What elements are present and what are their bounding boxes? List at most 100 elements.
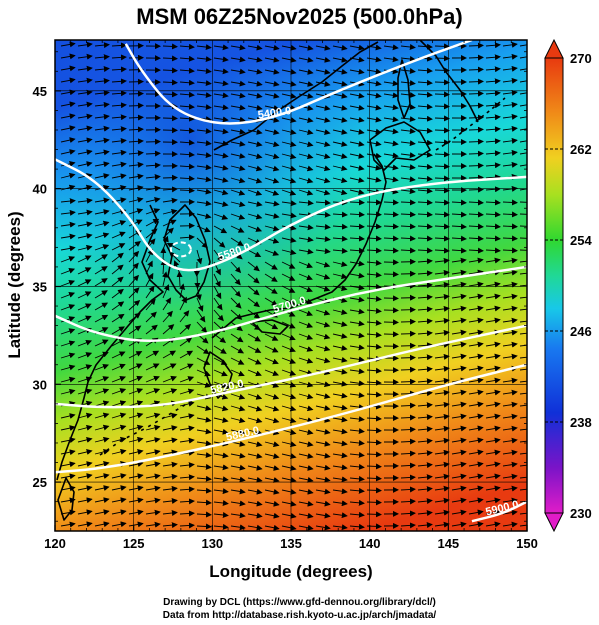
wind-arrow: [485, 377, 501, 384]
wind-arrow: [366, 391, 382, 398]
wind-arrow: [145, 298, 156, 311]
wind-arrow: [128, 114, 144, 121]
wind-arrow: [502, 101, 518, 108]
wind-arrow: [281, 80, 297, 87]
wind-arrow: [366, 283, 382, 290]
wind-arrow: [400, 211, 416, 218]
wind-arrow: [349, 284, 365, 291]
wind-arrow: [195, 285, 202, 301]
wind-arrow: [298, 199, 314, 206]
wind-arrow: [179, 175, 195, 182]
wind-arrow: [196, 405, 212, 411]
wind-arrow: [400, 104, 416, 111]
wind-arrow: [400, 247, 416, 254]
wind-arrow: [230, 213, 246, 220]
wind-arrow: [111, 521, 127, 528]
wind-arrow: [94, 209, 110, 216]
wind-arrow: [145, 197, 161, 203]
wind-arrow: [400, 223, 416, 230]
wind-arrow: [94, 485, 110, 492]
wind-arrow: [77, 184, 93, 191]
wind-arrow: [145, 363, 160, 371]
wind-arrow: [366, 104, 382, 111]
wind-arrow: [213, 369, 228, 377]
wind-arrow: [298, 309, 313, 317]
wind-arrow: [145, 350, 160, 359]
wind-arrow: [77, 364, 93, 371]
wind-arrow: [247, 500, 263, 507]
wind-arrow: [315, 141, 331, 148]
wind-arrow: [434, 365, 450, 372]
wind-arrow: [366, 499, 382, 506]
colorbar-top-triangle: [544, 38, 564, 59]
wind-arrow: [417, 270, 433, 277]
wind-arrow: [366, 475, 382, 482]
wind-arrow: [196, 463, 212, 470]
wind-arrow: [417, 510, 433, 517]
wind-arrow: [213, 140, 229, 147]
wind-arrow: [349, 296, 365, 303]
wind-arrow: [179, 187, 195, 194]
wind-arrow: [315, 211, 331, 218]
wind-arrow: [213, 92, 229, 99]
wind-arrow: [196, 152, 212, 159]
wind-arrow: [213, 297, 223, 311]
wind-arrow: [383, 199, 399, 206]
wind-arrow: [417, 438, 433, 445]
wind-arrow: [315, 345, 331, 352]
wind-arrow: [111, 252, 124, 263]
wind-arrow: [400, 414, 416, 421]
wind-arrow: [77, 412, 93, 419]
wind-arrow: [349, 308, 365, 315]
wind-arrow: [417, 115, 433, 122]
wind-arrow: [264, 141, 280, 148]
wind-arrow: [434, 485, 450, 492]
wind-arrow: [366, 487, 382, 494]
wind-arrow: [264, 189, 280, 196]
wind-arrow: [179, 67, 195, 74]
wind-arrow: [349, 368, 365, 375]
wind-arrow: [162, 271, 168, 287]
wind-arrow: [213, 44, 229, 51]
wind-arrow: [128, 208, 144, 215]
wind-arrow: [145, 238, 156, 251]
wind-arrow: [230, 333, 244, 343]
wind-arrow: [434, 187, 450, 194]
wind-arrow: [502, 199, 518, 206]
wind-arrow: [281, 105, 297, 111]
wind-arrow: [332, 165, 348, 172]
wind-arrow: [196, 381, 212, 388]
wind-arrow: [502, 211, 518, 218]
wind-arrow: [77, 244, 93, 251]
wind-arrow: [145, 324, 158, 335]
wind-arrow: [196, 523, 212, 530]
wind-arrow: [94, 244, 110, 251]
wind-arrow: [94, 400, 110, 407]
wind-arrow: [366, 295, 382, 302]
wind-arrow: [315, 464, 331, 471]
wind-arrow: [281, 500, 297, 507]
wind-arrow: [111, 509, 127, 516]
wind-arrow: [77, 303, 92, 311]
wind-arrow: [485, 485, 501, 492]
wind-arrow: [264, 512, 280, 519]
wind-arrow: [179, 151, 195, 158]
wind-arrow: [196, 104, 212, 111]
wind-arrow: [77, 388, 93, 395]
wind-arrow: [247, 261, 260, 272]
wind-arrow: [60, 53, 76, 60]
wind-arrow: [179, 139, 195, 146]
wind-arrow: [213, 285, 222, 300]
wind-arrow: [502, 425, 518, 432]
wind-arrow: [468, 54, 484, 61]
wind-arrow: [451, 485, 467, 492]
wind-arrow: [298, 177, 314, 184]
wind-arrow: [230, 80, 246, 87]
wind-arrow: [298, 261, 313, 269]
wind-arrow: [94, 66, 110, 73]
wind-arrow: [128, 388, 144, 395]
wind-arrow: [77, 436, 93, 443]
colorbar-tick-label: 270: [570, 51, 592, 66]
wind-arrow: [298, 464, 314, 471]
wind-arrow: [162, 350, 177, 359]
